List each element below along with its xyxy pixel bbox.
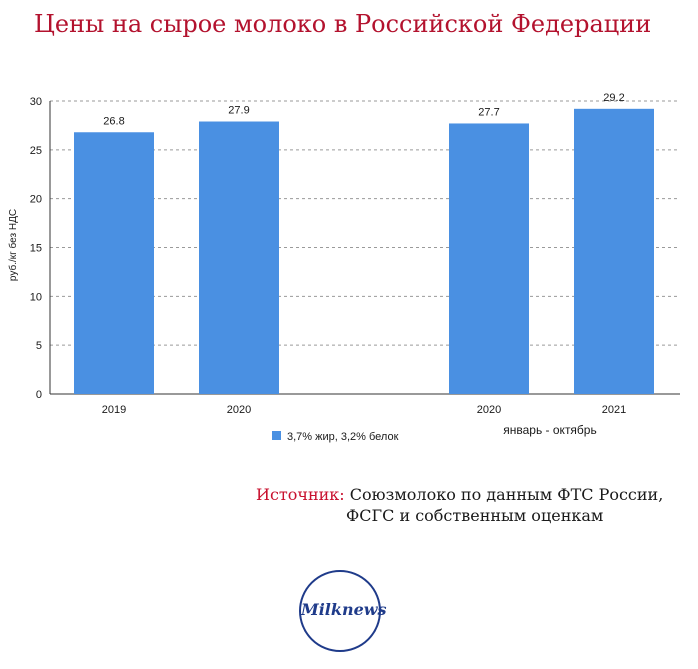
bar-2021-3: [574, 108, 654, 395]
y-axis-label: руб./кг без НДС: [7, 209, 19, 281]
y-tick-label: 10: [30, 291, 42, 303]
source-note: Источник: Союзмолоко по данным ФТС Росси…: [256, 484, 663, 526]
x-axis: 2019 2020 2020 2021: [102, 404, 626, 416]
y-tick-label: 20: [30, 194, 42, 206]
bar-2020-1: [199, 121, 279, 394]
logo-text: Milknews: [301, 600, 387, 619]
data-label: 27.7: [478, 106, 499, 118]
y-tick-label: 0: [36, 389, 42, 401]
data-labels: 26.8 27.9 27.7 29.2: [103, 92, 624, 127]
x-tick-label: 2020: [477, 404, 501, 416]
source-label: Источник:: [256, 485, 345, 504]
source-text-line2: ФСГС и собственным оценкам: [346, 506, 604, 525]
y-tick-label: 30: [30, 96, 42, 108]
legend-label: 3,7% жир, 3,2% белок: [287, 431, 399, 443]
source-text-line1: Союзмолоко по данным ФТС России,: [349, 485, 664, 504]
milknews-logo: Milknews: [299, 570, 387, 652]
y-tick-label: 15: [30, 243, 42, 255]
x-tick-label: 2020: [227, 404, 251, 416]
y-tick-label: 25: [30, 145, 42, 157]
bar-2019-0: [74, 132, 154, 394]
y-axis: 0 5 10 15 20 25 30: [30, 96, 42, 401]
data-label: 29.2: [603, 92, 624, 104]
data-label: 27.9: [228, 105, 249, 117]
period-label: январь - октябрь: [503, 423, 596, 437]
chart-title: Цены на сырое молоко в Российской Федера…: [34, 10, 652, 38]
bar-2020-2: [449, 123, 529, 395]
data-label: 26.8: [103, 115, 124, 127]
bars: [74, 108, 654, 395]
x-tick-label: 2021: [602, 404, 626, 416]
y-tick-label: 5: [36, 340, 42, 352]
legend-swatch: [272, 431, 281, 440]
x-tick-label: 2019: [102, 404, 126, 416]
